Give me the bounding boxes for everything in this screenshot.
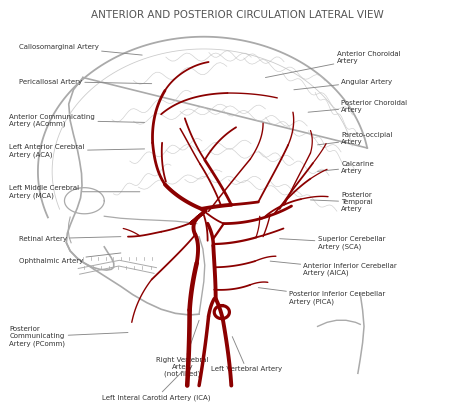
Text: Ophthalmic Artery: Ophthalmic Artery [19, 253, 121, 264]
Text: Posterior Choroidal
Artery: Posterior Choroidal Artery [308, 100, 408, 113]
Text: Anterior Inferior Cerebellar
Artery (AICA): Anterior Inferior Cerebellar Artery (AIC… [270, 261, 397, 276]
Text: Anterior Choroidal
Artery: Anterior Choroidal Artery [265, 51, 400, 78]
Text: Calcarine
Artery: Calcarine Artery [318, 161, 374, 174]
Text: ANTERIOR AND POSTERIOR CIRCULATION LATERAL VIEW: ANTERIOR AND POSTERIOR CIRCULATION LATER… [91, 10, 383, 20]
Text: Callosomarginal Artery: Callosomarginal Artery [19, 44, 142, 55]
Text: Anterior Communicating
Artery (AComm): Anterior Communicating Artery (AComm) [9, 113, 145, 127]
Text: Left Middle Cerebral
Artery (MCA): Left Middle Cerebral Artery (MCA) [9, 185, 140, 199]
Text: Retinal Artery: Retinal Artery [19, 236, 121, 242]
Text: Right Vertebral
Artery
(not filled): Right Vertebral Artery (not filled) [156, 320, 209, 377]
Text: Posterior
Communicating
Artery (PComm): Posterior Communicating Artery (PComm) [9, 326, 128, 347]
Text: Left Vertebral Artery: Left Vertebral Artery [211, 337, 282, 372]
Text: Posterior Inferior Cerebellar
Artery (PICA): Posterior Inferior Cerebellar Artery (PI… [258, 288, 385, 305]
Text: Superior Cerebellar
Artery (SCA): Superior Cerebellar Artery (SCA) [280, 236, 385, 250]
Text: Pericallosal Artery: Pericallosal Artery [19, 79, 152, 84]
Text: Left Interal Carotid Artery (ICA): Left Interal Carotid Artery (ICA) [102, 371, 210, 401]
Text: Left Anterior Cerebral
Artery (ACA): Left Anterior Cerebral Artery (ACA) [9, 144, 145, 158]
Text: Posterior
Temporal
Artery: Posterior Temporal Artery [310, 192, 373, 212]
Text: Angular Artery: Angular Artery [294, 79, 392, 90]
Text: Pareto-occipial
Artery: Pareto-occipial Artery [318, 132, 392, 145]
